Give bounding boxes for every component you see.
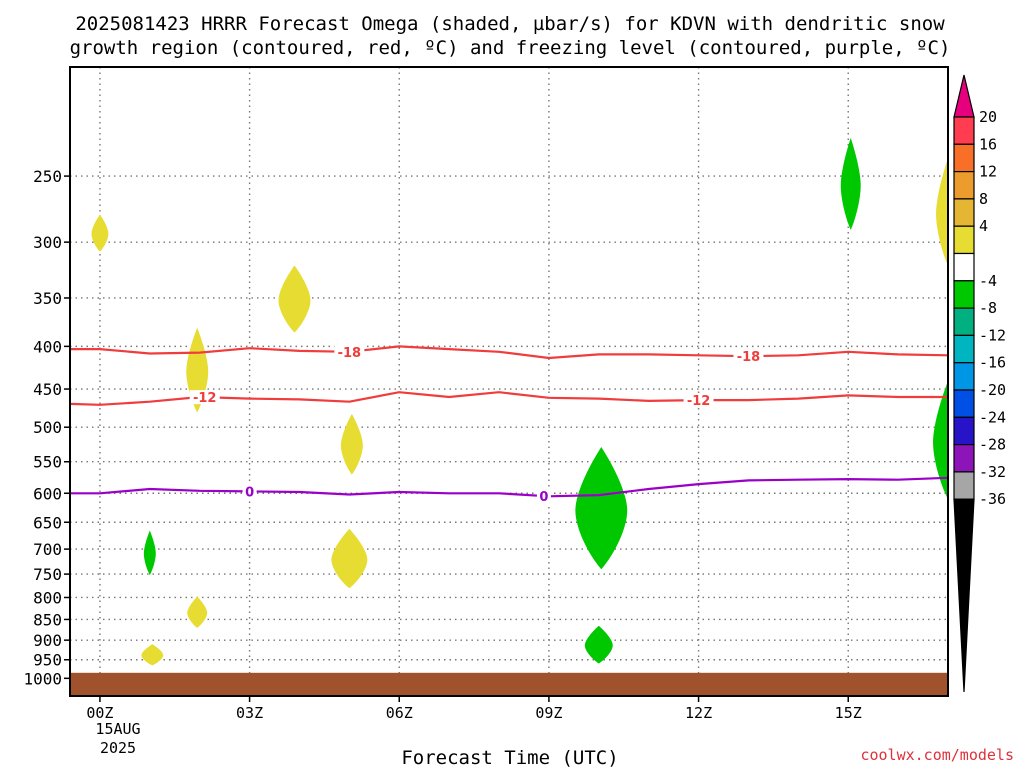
colorbar-label: -8 [979,299,997,317]
colorbar-label: 12 [979,163,997,181]
y-tick-label: 900 [33,631,62,650]
omega-rising-area [141,644,164,666]
omega-sinking-area [840,137,861,230]
contour-label: 0 [245,485,254,500]
colorbar-label: -28 [979,436,1006,454]
colorbar-segment [953,198,975,227]
chart-title-line-2: growth region (contoured, red, ºC) and f… [70,37,951,59]
plot-frame [69,66,949,697]
omega-rising-area [91,214,109,252]
colorbar-segment [953,225,975,255]
y-tick-label: 850 [33,610,62,629]
colorbar-label: -16 [979,354,1006,372]
omega-rising-area [331,528,368,589]
contour-label-background [242,484,257,499]
colorbar-bottom-arrow [953,498,975,693]
x-tick-label: 06Z [386,704,413,722]
credit-text: coolwx.com/models [860,746,1014,764]
colorbar-segment [953,471,975,500]
colorbar-label: -32 [979,463,1006,481]
x-axis-date-day: 15AUG [95,720,140,738]
contour-label-background [536,488,551,503]
contour-label: -12 [687,394,711,409]
colorbar-label: 16 [979,135,997,153]
chart-title-line-1: 2025081423 HRRR Forecast Omega (shaded, … [75,13,945,35]
y-tick-label: 950 [33,651,62,670]
contour-label-background [733,349,764,364]
colorbar-segment [953,444,975,473]
y-tick-label: 750 [33,565,62,584]
omega-rising-area [187,596,208,628]
grid [70,67,948,696]
x-axis-date-year: 2025 [100,739,136,757]
colorbar-segment [953,171,975,200]
colorbar-label: 8 [979,190,988,208]
omega-sinking-area [575,446,628,570]
contours: -18 -18 -12 -12 0 0 [70,344,948,505]
y-tick-label: 550 [33,453,62,472]
colorbar-segment [953,307,975,337]
x-tick-label: 00Z [86,704,113,722]
colorbar-label: -24 [979,408,1006,426]
colorbar-label: 4 [979,217,988,235]
omega-sinking-area [584,625,613,664]
omega-rising-area [278,265,311,333]
y-axis: 250 300 350 400 450 500 550 600 650 700 750 800 850 9… [23,167,70,688]
contour-line [70,476,948,498]
colorbar-segment [953,143,975,173]
ground-below-surface [70,672,948,696]
contour-label: -12 [193,391,217,406]
x-axis: 00Z 03Z 06Z 09Z 12Z 15Z [86,696,862,722]
colorbar: 20 16 12 8 4 -4 -8 -12 -16 -20 -24 -28 -32 -36 [953,74,1006,693]
colorbar-segment [953,116,975,145]
y-tick-label: 650 [33,513,62,532]
colorbar-segment [953,362,975,391]
colorbar-label: -12 [979,326,1006,344]
y-tick-label: 450 [33,380,62,399]
colorbar-segment [953,280,975,309]
x-tick-label: 15Z [835,704,862,722]
colorbar-segment [953,252,975,282]
omega-rising-area [340,413,363,475]
y-tick-label: 500 [33,418,62,437]
omega-sinking-area [933,380,948,500]
contour-label-background [189,390,220,405]
x-tick-label: 09Z [535,704,562,722]
colorbar-label: 20 [979,108,997,126]
plot-area: -18 -18 -12 -12 0 0 [69,66,949,697]
y-tick-label: 600 [33,484,62,503]
colorbar-segment [953,334,975,364]
y-tick-label: 1000 [23,669,62,688]
y-tick-label: 800 [33,588,62,607]
colorbar-segment [953,416,975,446]
contour-label: 0 [539,490,548,505]
contour-label: -18 [737,350,761,365]
omega-rising-area [936,158,948,266]
y-tick-label: 350 [33,289,62,308]
omega-sinking-area [143,530,156,576]
colorbar-segment [953,389,975,418]
colorbar-top-arrow [953,74,975,118]
y-tick-label: 250 [33,167,62,186]
y-tick-label: 400 [33,337,62,356]
x-axis-label: Forecast Time (UTC) [401,747,618,768]
contour-label-background [334,344,365,359]
y-tick-label: 300 [33,233,62,252]
x-tick-label: 03Z [236,704,263,722]
colorbar-label: -20 [979,381,1006,399]
contour-label: -18 [338,346,362,361]
y-tick-label: 700 [33,540,62,559]
colorbar-label: -36 [979,490,1006,508]
colorbar-label: -4 [979,272,997,290]
plot-background [70,67,948,696]
contour-line [70,345,948,360]
x-tick-label: 12Z [685,704,712,722]
omega-shading [91,137,948,666]
contour-label-background [683,393,714,408]
